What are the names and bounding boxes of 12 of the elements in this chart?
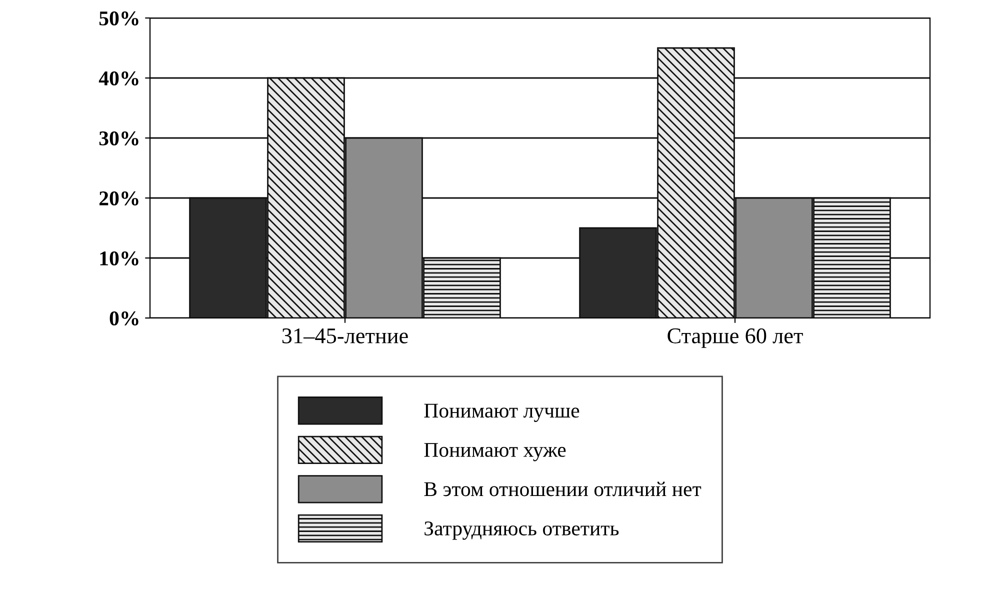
legend-label: В этом отношении отличий нет (424, 482, 702, 496)
legend-label: Понимают хуже (424, 443, 566, 462)
x-tick-label: 31–45-летние (282, 328, 408, 344)
y-tick-label: 30% (99, 131, 138, 146)
y-tick-label: 10% (100, 251, 138, 266)
y-tick-label: 40% (98, 71, 138, 86)
y-tick-label: 0% (110, 311, 138, 326)
y-tick-label: 50% (99, 11, 138, 26)
y-tick-label: 20% (99, 191, 138, 206)
x-tick-label: Старше 60 лет (668, 328, 803, 348)
legend-label: Понимают лучше (424, 404, 580, 422)
legend-label: Затрудняюсь ответить (424, 521, 619, 540)
